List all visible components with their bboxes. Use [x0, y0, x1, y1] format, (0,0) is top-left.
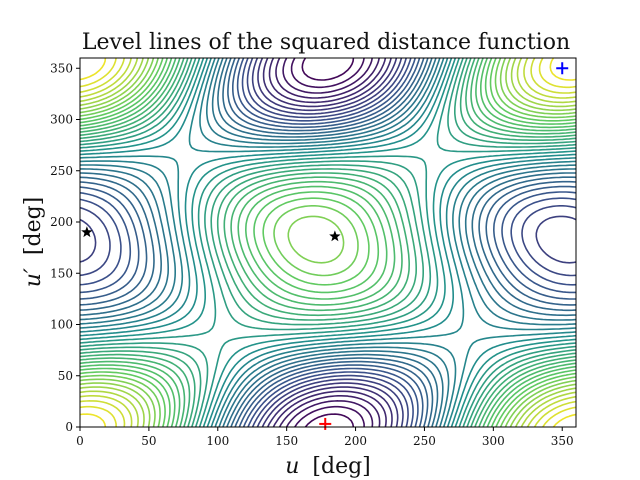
- y-tick-label: 50: [58, 369, 73, 383]
- contour-level-line: [80, 58, 576, 427]
- x-axis-ticks: 0 50 100 150 200 250 300 350: [76, 427, 574, 448]
- contour-level-line: [80, 58, 576, 427]
- x-tick-label: 200: [344, 434, 367, 448]
- y-axis-unit: [deg]: [21, 197, 46, 255]
- chart-title: Level lines of the squared distance func…: [82, 30, 570, 55]
- x-tick-label: 350: [551, 434, 574, 448]
- contour-level-line: [80, 58, 576, 427]
- contour-level-line: [80, 58, 576, 427]
- y-tick-label: 200: [50, 215, 73, 229]
- contour-level-line: [80, 58, 576, 427]
- contour-lines: [80, 58, 576, 427]
- contour-level-line: [262, 58, 393, 427]
- contour-level-line: [257, 58, 399, 427]
- x-axis-unit: [deg]: [312, 454, 370, 479]
- y-tick-label: 100: [50, 318, 73, 332]
- x-tick-label: 50: [141, 434, 156, 448]
- contour-level-line: [80, 58, 576, 427]
- contour-level-line: [80, 58, 576, 427]
- contour-level-line: [80, 58, 576, 427]
- y-tick-label: 250: [50, 164, 73, 178]
- maximum-marker: [319, 417, 332, 430]
- contour-level-line: [80, 58, 576, 427]
- saddle-marker: [81, 226, 93, 238]
- y-axis-symbol: u′: [21, 268, 46, 287]
- contour-level-line: [80, 58, 576, 427]
- contour-level-line: [80, 58, 576, 427]
- contour-level-line: [80, 58, 576, 427]
- contour-level-line: [80, 58, 576, 427]
- contour-level-line: [80, 58, 576, 427]
- x-tick-label: 100: [206, 434, 229, 448]
- contour-level-line: [80, 58, 576, 427]
- x-axis-symbol: u: [285, 454, 299, 479]
- plot-frame: [79, 57, 577, 428]
- x-tick-label: 300: [482, 434, 505, 448]
- contour-level-line: [80, 58, 576, 427]
- contour-level-line: [80, 58, 576, 427]
- y-axis-label: u′ [deg]: [21, 197, 46, 288]
- contour-level-line: [80, 58, 576, 427]
- minimum-marker: [556, 62, 569, 75]
- x-axis-label: u [deg]: [285, 454, 371, 479]
- x-tick-label: 250: [413, 434, 436, 448]
- y-tick-label: 0: [65, 420, 73, 434]
- x-tick-label: 150: [275, 434, 298, 448]
- contour-level-line: [275, 58, 381, 427]
- contour-level-line: [80, 58, 576, 427]
- y-tick-label: 150: [50, 266, 73, 280]
- contour-level-line: [80, 58, 576, 427]
- contour-level-line: [80, 58, 576, 427]
- contour-level-line: [80, 58, 576, 427]
- contour-level-line: [80, 58, 576, 427]
- contour-level-line: [80, 58, 576, 427]
- contour-level-line: [80, 58, 576, 427]
- contour-level-line: [80, 58, 576, 427]
- y-tick-label: 350: [50, 61, 73, 75]
- contour-level-line: [268, 58, 387, 427]
- saddle-marker: [329, 230, 341, 242]
- contour-level-line: [80, 58, 576, 427]
- x-tick-label: 0: [76, 434, 84, 448]
- contour-level-line: [80, 58, 576, 427]
- contour-level-line: [80, 58, 576, 427]
- critical-point-markers: [81, 62, 569, 430]
- contour-level-line: [301, 58, 355, 427]
- y-axis-ticks: 0 50 100 150 200 250 300 350: [50, 61, 80, 434]
- contour-level-line: [80, 58, 576, 427]
- contour-level-line: [80, 58, 576, 427]
- y-tick-label: 300: [50, 113, 73, 127]
- contour-level-line: [282, 58, 374, 427]
